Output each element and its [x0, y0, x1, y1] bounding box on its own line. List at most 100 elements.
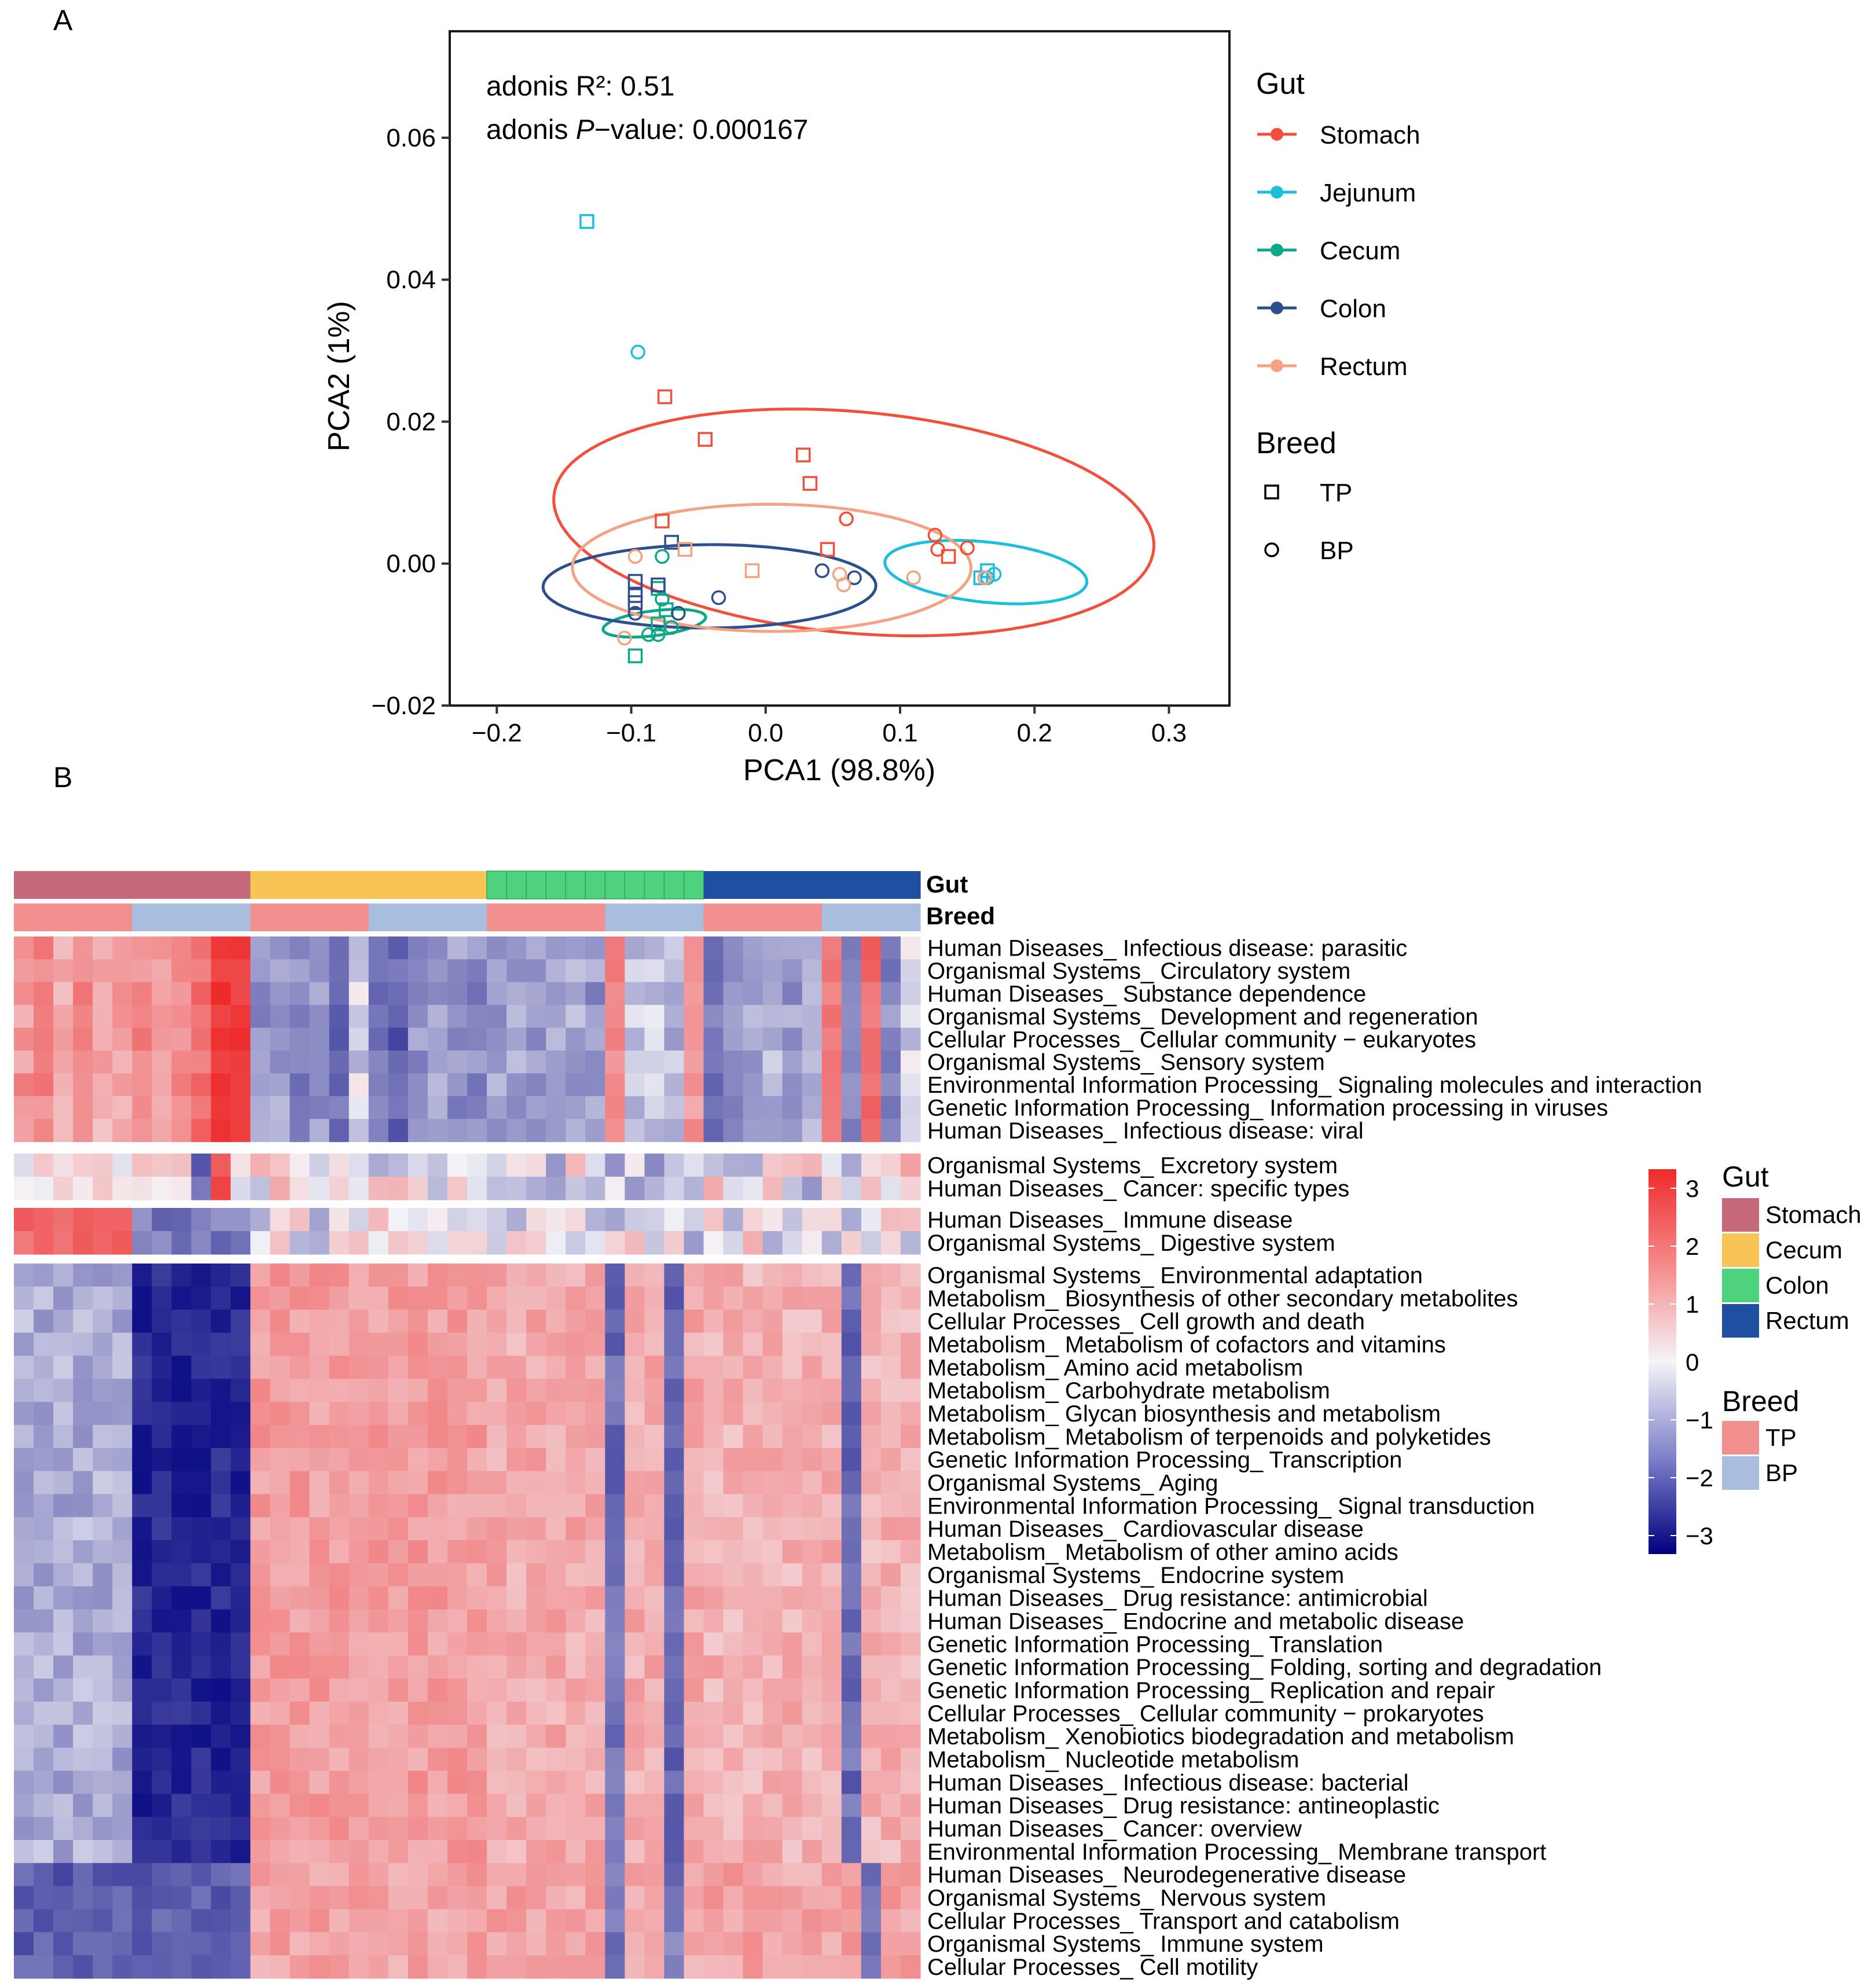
- heatmap-cell: [644, 1771, 665, 1794]
- heatmap-cell: [132, 1932, 152, 1956]
- pca-y-axis: −0.020.000.020.040.06: [372, 124, 450, 720]
- breed-annotation-cell: [211, 903, 232, 931]
- heatmap-cell: [171, 1332, 192, 1356]
- heatmap-cell: [447, 1955, 468, 1979]
- point-jejunum-tp: [579, 214, 594, 229]
- heatmap-cell: [723, 1264, 744, 1287]
- heatmap-cell: [762, 1154, 783, 1177]
- heatmap-cell: [132, 1096, 152, 1119]
- heatmap-row-label: Metabolism_ Nucleotide metabolism: [927, 1747, 1299, 1773]
- heatmap-cell: [112, 1563, 133, 1587]
- heatmap-cell: [407, 1609, 428, 1633]
- heatmap-cell: [14, 1177, 34, 1200]
- heatmap-cell: [743, 1747, 763, 1772]
- heatmap-cell: [703, 1096, 724, 1119]
- heatmap-cell: [880, 1208, 901, 1232]
- heatmap-cell: [802, 1332, 823, 1356]
- heatmap-row-label: Human Diseases_ Endocrine and metabolic …: [927, 1609, 1464, 1635]
- gut-annotation-cell: [191, 871, 212, 899]
- heatmap-cell: [841, 1701, 862, 1725]
- heatmap-cell: [585, 1073, 605, 1097]
- heatmap-cell: [802, 1177, 823, 1200]
- heatmap-cell: [250, 1747, 271, 1772]
- heatmap-cell: [270, 1177, 291, 1200]
- heatmap-cell: [348, 1286, 369, 1310]
- legend-key-dot: [1271, 244, 1283, 256]
- heatmap-cell: [53, 1154, 74, 1177]
- heatmap-cell: [506, 1563, 527, 1587]
- heatmap-row-label: Metabolism_ Glycan biosynthesis and meta…: [927, 1401, 1441, 1427]
- heatmap-cell: [743, 1005, 763, 1029]
- heatmap-cell: [900, 1817, 921, 1841]
- legend-label-jejunum: Jejunum: [1320, 179, 1416, 207]
- gut-annotation-cell: [93, 871, 113, 899]
- heatmap-cell: [861, 1863, 882, 1887]
- heatmap-cell: [743, 1794, 763, 1817]
- heatmap-cell: [743, 1655, 763, 1679]
- heatmap-cell: [329, 1586, 350, 1610]
- heatmap-cell: [861, 1356, 882, 1379]
- heatmap-cell: [506, 1839, 527, 1864]
- heatmap-cell: [585, 1771, 605, 1794]
- heatmap-cell: [625, 1309, 645, 1334]
- heatmap-cell: [14, 1027, 34, 1051]
- legend-label-rectum: Rectum: [1320, 352, 1408, 381]
- heatmap-cell: [348, 1655, 369, 1679]
- heatmap-cell: [900, 1517, 921, 1541]
- gut-annotation-cell: [230, 871, 251, 899]
- heatmap-cell: [34, 1794, 54, 1817]
- heatmap-cell: [230, 1286, 251, 1310]
- heatmap-cell: [625, 1051, 645, 1074]
- heatmap-cell: [900, 1177, 921, 1200]
- heatmap-cell: [625, 1747, 645, 1772]
- heatmap-cell: [644, 1264, 665, 1287]
- heatmap-cell: [329, 1886, 350, 1910]
- heatmap-cell: [743, 1494, 763, 1518]
- heatmap-cell: [93, 1309, 113, 1334]
- heatmap-cell: [467, 1208, 487, 1232]
- scale-tick-label: 3: [1686, 1175, 1699, 1202]
- heatmap-cell: [250, 1231, 271, 1255]
- heatmap-cell: [880, 1005, 901, 1029]
- heatmap-cell: [821, 982, 842, 1005]
- heatmap-cell: [14, 1839, 34, 1864]
- heatmap-cell: [348, 1332, 369, 1356]
- heatmap-cell: [605, 1073, 625, 1097]
- heatmap-cell: [762, 1609, 783, 1633]
- heatmap-cell: [841, 1563, 862, 1587]
- heatmap-cell: [53, 1494, 74, 1518]
- heatmap-cell: [73, 1747, 93, 1772]
- breed-annotation-cell: [309, 903, 330, 931]
- heatmap-cell: [723, 1494, 744, 1518]
- gut-annotation-cell: [14, 871, 34, 899]
- heatmap-cell: [53, 982, 74, 1005]
- heatmap-cell: [644, 1817, 665, 1841]
- heatmap-cell: [664, 1771, 685, 1794]
- heatmap-cell: [289, 1096, 310, 1119]
- heatmap-cell: [467, 1005, 487, 1029]
- heatmap-cell: [191, 1839, 212, 1864]
- breed-annotation-cell: [368, 903, 389, 931]
- heatmap-cell: [467, 1679, 487, 1702]
- heatmap-cell: [664, 1051, 685, 1074]
- heatmap-cell: [447, 1655, 468, 1679]
- heatmap-cell: [506, 1747, 527, 1772]
- heatmap-cell: [861, 1027, 882, 1051]
- heatmap-cell: [230, 1494, 251, 1518]
- breed-annotation-cell: [861, 903, 882, 931]
- heatmap-cell: [664, 1909, 685, 1933]
- heatmap-cell: [447, 1886, 468, 1910]
- heatmap-cell: [723, 1471, 744, 1494]
- heatmap-cell: [152, 1379, 172, 1402]
- heatmap-cell: [861, 1494, 882, 1518]
- heatmap-cell: [427, 1096, 448, 1119]
- heatmap-cell: [447, 1356, 468, 1379]
- heatmap-cell: [112, 1747, 133, 1772]
- heatmap-cell: [73, 1724, 93, 1749]
- heatmap-cell: [309, 1794, 330, 1817]
- heatmap-cell: [447, 1679, 468, 1702]
- heatmap-cell: [14, 1005, 34, 1029]
- heatmap-cell: [743, 1332, 763, 1356]
- heatmap-cell: [230, 1356, 251, 1379]
